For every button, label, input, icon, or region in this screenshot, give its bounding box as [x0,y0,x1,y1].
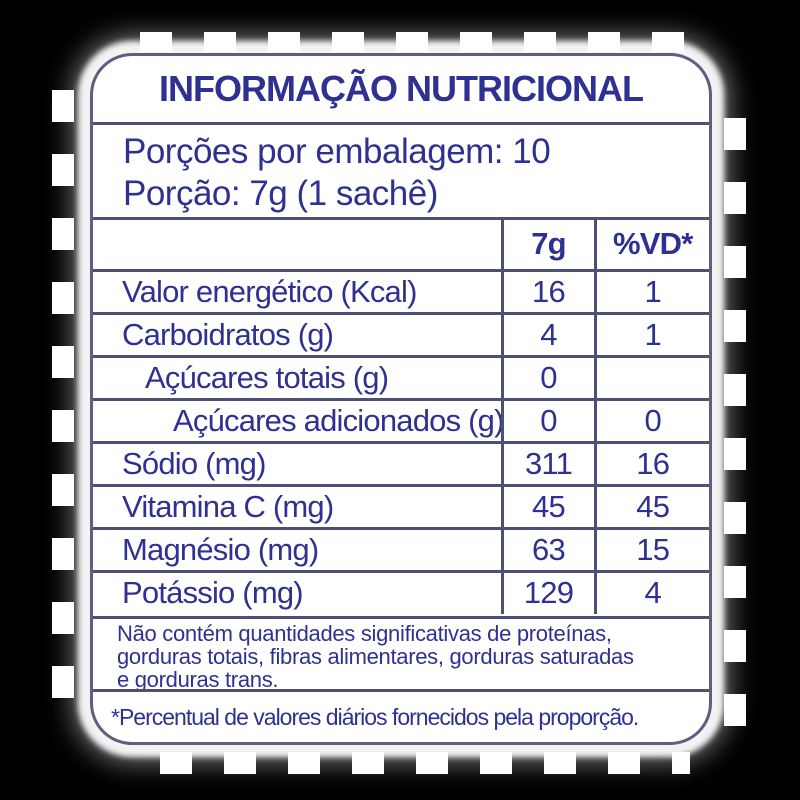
vd-percent-cell: 0 [593,397,709,442]
serving-size: Porção: 7g (1 sachê) [123,174,438,213]
table-row: Potássio (mg) 129 4 [93,569,709,614]
table-row: Sódio (mg) 311 16 [93,440,709,485]
table-row: Vitamina C (mg) 45 45 [93,483,709,528]
amount-cell: 16 [500,268,595,313]
nutrient-name-cell: Magnésio (mg) [93,526,502,571]
nutrition-table-section: 7g %VD* Valor energético (Kcal) 16 1 Carboi… [93,217,709,616]
amount-cell: 129 [500,569,595,614]
nutrient-name-cell: Potássio (mg) [93,569,502,614]
transparency-artifact-left [52,90,74,730]
nutrition-table: 7g %VD* Valor energético (Kcal) 16 1 Carboi… [93,220,709,614]
note-line: gorduras totais, fibras alimentares, gor… [117,644,634,669]
vd-percent-cell: 16 [593,440,709,485]
transparency-artifact-top [140,32,700,52]
table-header-row: 7g %VD* [93,220,709,270]
amount-cell: 45 [500,483,595,528]
table-row: Açúcares totais (g) 0 [93,354,709,399]
vd-percent-cell: 45 [593,483,709,528]
label-title-section: INFORMAÇÃO NUTRICIONAL [93,56,709,122]
amount-cell: 0 [500,354,595,399]
vd-percent-cell: 15 [593,526,709,571]
header-amount-cell: 7g [500,220,595,270]
header-vd-cell: %VD* [593,220,709,270]
table-row: Valor energético (Kcal) 16 1 [93,268,709,313]
nutrition-label: INFORMAÇÃO NUTRICIONAL Porções por embal… [90,53,712,745]
vd-percent-cell [593,354,709,399]
table-row: Açúcares adicionados (g) 0 0 [93,397,709,442]
note-line: Não contém quantidades significativas de… [117,621,612,646]
note-line: e gorduras trans. [117,667,279,692]
table-row: Magnésio (mg) 63 15 [93,526,709,571]
vd-percent-cell: 1 [593,268,709,313]
servings-per-package: Porções por embalagem: 10 [123,132,551,171]
vd-percent-cell: 4 [593,569,709,614]
nutrient-name-cell: Açúcares adicionados (g) [93,397,502,442]
table-body: Valor energético (Kcal) 16 1 Carboidratos (… [93,268,709,614]
vd-percent-cell: 1 [593,311,709,356]
daily-values-footnote-section: *Percentual de valores diários fornecido… [93,689,709,742]
nutrient-name-cell: Vitamina C (mg) [93,483,502,528]
footnote-text: *Percentual de valores diários fornecido… [111,704,639,730]
nutrient-name-cell: Valor energético (Kcal) [93,268,502,313]
amount-cell: 4 [500,311,595,356]
amount-cell: 63 [500,526,595,571]
serving-info-section: Porções por embalagem: 10 Porção: 7g (1 … [93,122,709,217]
label-title: INFORMAÇÃO NUTRICIONAL [159,68,644,109]
amount-cell: 0 [500,397,595,442]
amount-cell: 311 [500,440,595,485]
transparency-artifact-bottom [140,752,690,774]
nutrient-name-cell: Sódio (mg) [93,440,502,485]
nutrient-name-cell: Carboidratos (g) [93,311,502,356]
header-nutrient-cell [93,220,502,270]
nutrient-name-cell: Açúcares totais (g) [93,354,502,399]
table-row: Carboidratos (g) 4 1 [93,311,709,356]
transparency-artifact-right [724,90,746,730]
no-significant-amounts-note: Não contém quantidades significativas de… [93,616,709,692]
